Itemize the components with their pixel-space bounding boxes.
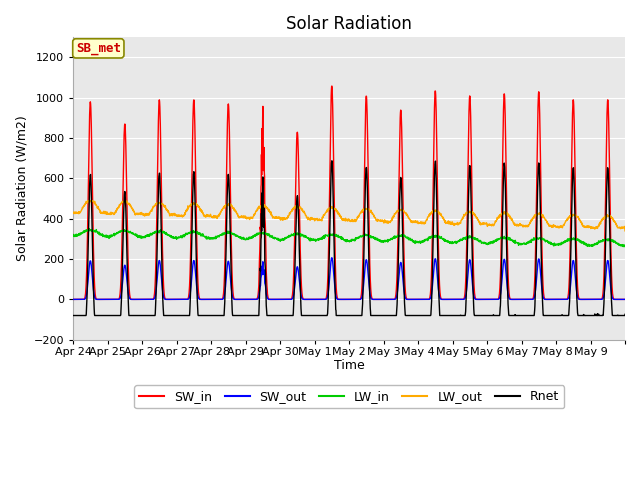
SW_in bbox=[515, 297, 523, 302]
Legend: SW_in, SW_out, LW_in, LW_out, Rnet: SW_in, SW_out, LW_in, LW_out, Rnet bbox=[134, 385, 564, 408]
Line: LW_out: LW_out bbox=[73, 201, 625, 231]
SW_out bbox=[383, 297, 390, 302]
LW_in bbox=[383, 238, 390, 244]
LW_out bbox=[621, 228, 629, 234]
LW_out bbox=[383, 220, 390, 226]
SW_in bbox=[383, 297, 390, 302]
SW_in bbox=[328, 83, 336, 89]
Rnet bbox=[69, 312, 77, 318]
SW_in bbox=[69, 297, 77, 302]
LW_in bbox=[69, 233, 77, 239]
LW_in bbox=[85, 226, 93, 231]
LW_out bbox=[69, 209, 77, 215]
Rnet bbox=[547, 312, 554, 318]
Y-axis label: Solar Radiation (W/m2): Solar Radiation (W/m2) bbox=[15, 116, 28, 262]
SW_out bbox=[328, 255, 336, 261]
Line: SW_in: SW_in bbox=[73, 86, 625, 300]
Text: SB_met: SB_met bbox=[76, 42, 121, 55]
LW_in bbox=[515, 241, 523, 247]
Rnet bbox=[383, 312, 390, 318]
Rnet bbox=[243, 312, 251, 318]
SW_in bbox=[124, 262, 132, 267]
SW_in bbox=[621, 297, 629, 302]
Line: Rnet: Rnet bbox=[73, 161, 625, 315]
LW_in bbox=[244, 236, 252, 242]
LW_in bbox=[547, 241, 554, 247]
Line: LW_in: LW_in bbox=[73, 228, 625, 247]
LW_in bbox=[614, 240, 621, 246]
SW_out bbox=[515, 297, 523, 302]
Rnet bbox=[515, 312, 523, 318]
LW_in bbox=[621, 243, 629, 249]
LW_out bbox=[547, 223, 554, 228]
LW_out bbox=[515, 222, 523, 228]
LW_in bbox=[620, 244, 628, 250]
SW_out bbox=[69, 297, 77, 302]
SW_out bbox=[547, 297, 554, 302]
SW_in bbox=[547, 297, 554, 302]
LW_in bbox=[125, 229, 132, 235]
LW_out bbox=[125, 202, 132, 207]
Rnet bbox=[621, 312, 629, 317]
Rnet bbox=[328, 158, 336, 164]
LW_out bbox=[244, 215, 252, 220]
Rnet bbox=[124, 297, 132, 303]
LW_out bbox=[614, 224, 621, 230]
SW_out bbox=[614, 297, 621, 302]
Title: Solar Radiation: Solar Radiation bbox=[286, 15, 412, 33]
SW_in bbox=[243, 297, 251, 302]
SW_out bbox=[243, 297, 251, 302]
SW_out bbox=[124, 290, 132, 296]
SW_out bbox=[621, 297, 629, 302]
LW_out bbox=[85, 198, 93, 204]
SW_in bbox=[614, 297, 621, 302]
Line: SW_out: SW_out bbox=[73, 258, 625, 300]
X-axis label: Time: Time bbox=[333, 360, 364, 372]
Rnet bbox=[614, 312, 621, 318]
